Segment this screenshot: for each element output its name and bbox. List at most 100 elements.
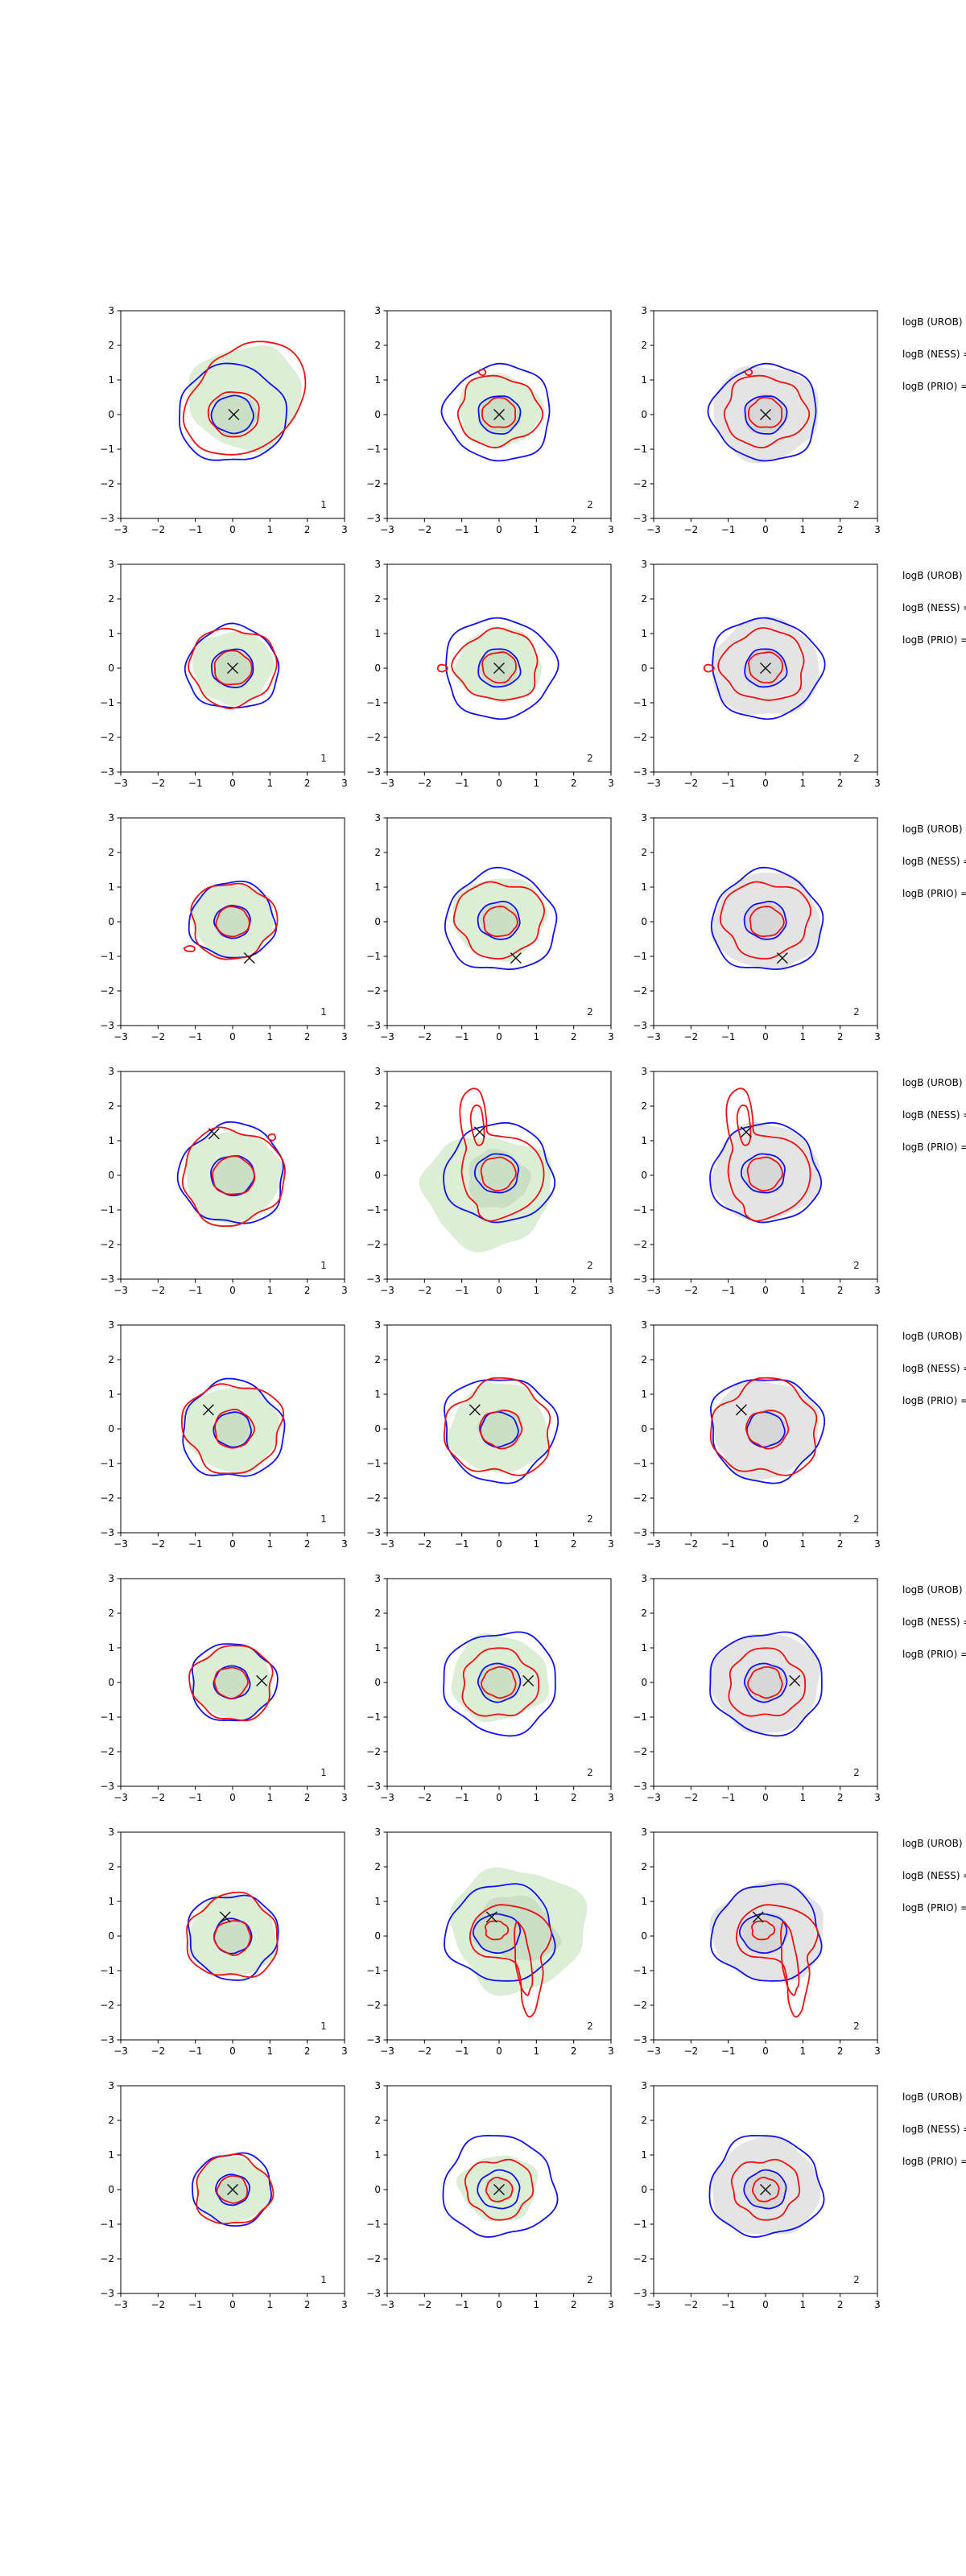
logb-urob-label: logB (UROB) = bbox=[902, 824, 966, 835]
y-tick-label: 0 bbox=[108, 1423, 114, 1435]
subplot-r8c1: −3 −3 −2 −2 −1 −1 0 0 1 1 2 2 3 3 1 bbox=[85, 2078, 357, 2322]
y-tick-label: −1 bbox=[633, 2219, 647, 2230]
blue-contour bbox=[744, 648, 788, 688]
y-tick-label: 0 bbox=[374, 1423, 381, 1435]
y-tick-label: −1 bbox=[100, 1965, 114, 1976]
x-tick-label: 1 bbox=[800, 778, 807, 789]
subplot-r8c2: −3 −3 −2 −2 −1 −1 0 0 1 1 2 2 3 3 2 bbox=[351, 2078, 623, 2322]
logb-ness-label: logB (NESS) = bbox=[902, 1109, 966, 1121]
y-tick-label: 2 bbox=[108, 593, 114, 605]
plot-axes: −3−3 −2 −2 −1 −1 0 0 1 1 2 2 3 3 2 bbox=[366, 1066, 614, 1296]
x-tick-label: 2 bbox=[571, 1285, 577, 1296]
blue-contour bbox=[444, 1883, 556, 1982]
red-contour bbox=[723, 374, 811, 448]
y-tick-label: 1 bbox=[641, 1389, 647, 1400]
y-tick-label: 3 bbox=[374, 1066, 381, 1077]
y-tick-label: −3 bbox=[366, 513, 381, 524]
subplot-r2c3: −3 −3 −2 −2 −1 −1 0 0 1 1 2 2 3 3 2 bbox=[617, 556, 890, 801]
x-tick-label: 1 bbox=[267, 2046, 274, 2057]
logb-urob-label: logB (UROB) = bbox=[902, 1331, 966, 1342]
blue-contour bbox=[211, 648, 254, 688]
y-tick-label: 2 bbox=[108, 2115, 114, 2126]
x-tick-label: 2 bbox=[304, 2046, 311, 2057]
subplot-r7c1: −3 −3 −2 −2 −1 −1 0 0 1 1 2 2 3 3 1 bbox=[85, 1824, 357, 2069]
x-tick-label: −2 bbox=[151, 1792, 165, 1803]
plot-axes: −3−3 −2 −2 −1 −1 0 0 1 1 2 2 3 3 2 bbox=[633, 559, 881, 789]
y-tick-label: −3 bbox=[633, 2034, 647, 2046]
subplot-r3c2: −3 −3 −2 −2 −1 −1 0 0 1 1 2 2 3 3 2 bbox=[351, 810, 623, 1055]
y-tick-label: 3 bbox=[108, 2080, 114, 2091]
red-contour bbox=[751, 2176, 780, 2202]
logb-ness-label: logB (NESS) = bbox=[902, 602, 966, 613]
y-tick-label: 0 bbox=[374, 1170, 381, 1181]
x-tick-label: −3 bbox=[380, 1792, 394, 1803]
blue-contour bbox=[210, 394, 254, 435]
x-tick-label: −3 bbox=[380, 1285, 394, 1296]
y-tick-label: −3 bbox=[100, 1781, 114, 1792]
y-tick-label: −2 bbox=[633, 1746, 647, 1757]
blue-contour bbox=[740, 1153, 786, 1194]
y-tick-label: −2 bbox=[100, 1746, 114, 1757]
subplot-r4c2: −3 −3 −2 −2 −1 −1 0 0 1 1 2 2 3 3 2 bbox=[351, 1063, 623, 1308]
red-contour bbox=[480, 1156, 517, 1192]
red-contour bbox=[746, 1156, 783, 1192]
blue-contour bbox=[176, 1121, 284, 1224]
subplot-r1c1: −3 −3 −2 −2 −1 −1 0 0 1 1 2 2 3 3 1 bbox=[85, 303, 357, 547]
y-tick-label: 3 bbox=[108, 1319, 114, 1331]
y-tick-label: −3 bbox=[100, 2288, 114, 2299]
y-tick-label: 1 bbox=[641, 628, 647, 639]
y-tick-label: 0 bbox=[108, 916, 114, 927]
y-tick-label: 3 bbox=[641, 305, 647, 316]
x-tick-label: −3 bbox=[646, 2046, 661, 2057]
x-tick-label: 3 bbox=[341, 778, 348, 789]
gray-density-fill-inner bbox=[745, 1663, 788, 1703]
blue-contour bbox=[477, 900, 521, 940]
y-tick-label: −3 bbox=[366, 1274, 381, 1285]
x-tick-label: 3 bbox=[341, 1031, 348, 1042]
y-tick-label: −2 bbox=[366, 478, 381, 489]
x-tick-label: 3 bbox=[608, 778, 614, 789]
x-tick-label: −2 bbox=[417, 1285, 431, 1296]
red-contour bbox=[464, 2158, 535, 2221]
x-tick-label: −2 bbox=[683, 778, 698, 789]
y-tick-label: 1 bbox=[108, 1896, 114, 1907]
x-tick-label: 1 bbox=[800, 1538, 807, 1550]
x-tick-label: 0 bbox=[496, 2046, 502, 2057]
x-tick-label: 2 bbox=[837, 524, 844, 535]
corner-label: 2 bbox=[587, 753, 593, 764]
y-tick-label: 3 bbox=[108, 305, 114, 316]
y-tick-label: 3 bbox=[641, 559, 647, 570]
red-contour bbox=[481, 397, 516, 428]
green-density-fill-inner bbox=[213, 1918, 251, 1954]
blue-contour bbox=[213, 1665, 251, 1700]
x-tick-label: −3 bbox=[114, 1538, 128, 1550]
plot-axes: −3−3 −2 −2 −1 −1 0 0 1 1 2 2 3 3 2 bbox=[633, 305, 881, 535]
red-contour bbox=[748, 651, 783, 684]
red-contour bbox=[728, 1647, 807, 1717]
red-contour bbox=[469, 1104, 485, 1146]
y-tick-label: −1 bbox=[366, 1711, 381, 1723]
plot-axes: −3−3 −2 −2 −1 −1 0 0 1 1 2 2 3 3 2 bbox=[366, 1573, 614, 1803]
y-tick-label: 3 bbox=[108, 559, 114, 570]
y-tick-label: −1 bbox=[633, 1458, 647, 1469]
y-tick-label: 0 bbox=[374, 2184, 381, 2195]
x-tick-label: 1 bbox=[800, 2046, 807, 2057]
plot-axes: −3−3 −2 −2 −1 −1 0 0 1 1 2 2 3 3 1 bbox=[100, 1573, 348, 1803]
x-tick-label: 2 bbox=[304, 1031, 311, 1042]
y-tick-label: 0 bbox=[374, 409, 381, 420]
blue-contour bbox=[213, 1411, 252, 1448]
x-marker bbox=[219, 1911, 231, 1923]
x-marker bbox=[227, 2184, 238, 2195]
y-tick-label: −3 bbox=[633, 1274, 647, 1285]
y-tick-label: −1 bbox=[633, 444, 647, 455]
red-contour bbox=[744, 369, 753, 377]
x-tick-label: 0 bbox=[762, 1792, 769, 1803]
y-tick-label: 0 bbox=[108, 409, 114, 420]
x-marker bbox=[510, 952, 522, 964]
y-tick-label: 2 bbox=[641, 1354, 647, 1365]
corner-label: 2 bbox=[587, 1767, 593, 1778]
x-marker bbox=[243, 952, 255, 964]
y-tick-label: 1 bbox=[108, 374, 114, 386]
y-tick-label: 3 bbox=[641, 1573, 647, 1584]
